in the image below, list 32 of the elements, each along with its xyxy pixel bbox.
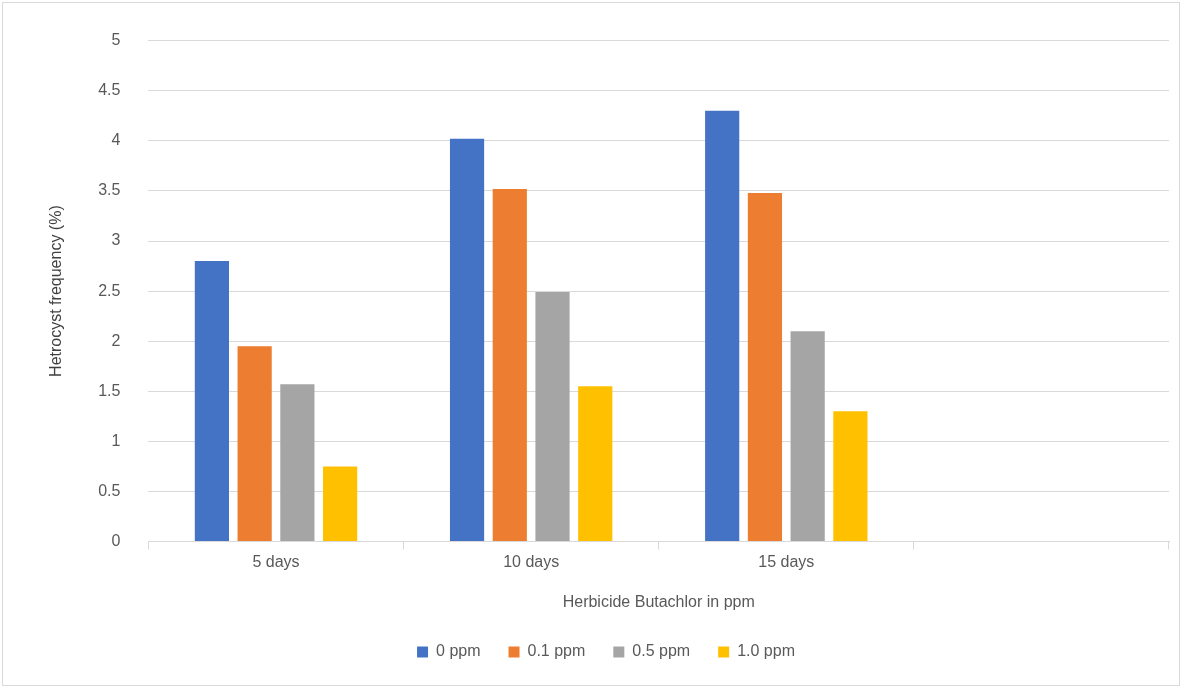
- y-tick-label: 1: [111, 431, 121, 449]
- x-tick-label: 5 days: [252, 552, 300, 570]
- bar: [280, 384, 315, 542]
- y-tick-label: 0: [111, 532, 121, 550]
- x-axis-title: Herbicide Butachlor in ppm: [562, 592, 755, 610]
- y-tick-label: 4.5: [98, 81, 121, 99]
- legend-label: 0.1 ppm: [527, 642, 586, 660]
- y-tick-label: 2: [111, 331, 121, 349]
- bar: [449, 138, 485, 542]
- y-tick-label: 3: [111, 231, 121, 249]
- legend-label: 0 ppm: [436, 642, 481, 660]
- y-axis-title: Hetrocyst frequency (%): [47, 205, 65, 377]
- y-tick-label: 3.5: [98, 181, 121, 199]
- bar: [535, 292, 570, 542]
- y-tick-label: 1.5: [98, 381, 121, 399]
- bar: [578, 386, 613, 542]
- bar: [705, 110, 740, 542]
- x-tick-label: 10 days: [503, 552, 560, 570]
- legend-label: 1.0 ppm: [737, 642, 795, 660]
- y-tick-label: 2.5: [98, 281, 121, 299]
- bar: [194, 261, 229, 542]
- bar: [790, 331, 825, 542]
- y-tick-label: 4: [111, 131, 121, 149]
- bar: [747, 192, 783, 542]
- y-tick-label: 0.5: [98, 481, 121, 499]
- bar: [237, 346, 272, 542]
- bar: [833, 411, 868, 542]
- x-tick-label: 15 days: [758, 552, 815, 570]
- legend-label: 0.5 ppm: [632, 642, 691, 660]
- bar: [323, 466, 358, 542]
- y-tick-label: 5: [111, 31, 121, 49]
- bar: [492, 188, 527, 542]
